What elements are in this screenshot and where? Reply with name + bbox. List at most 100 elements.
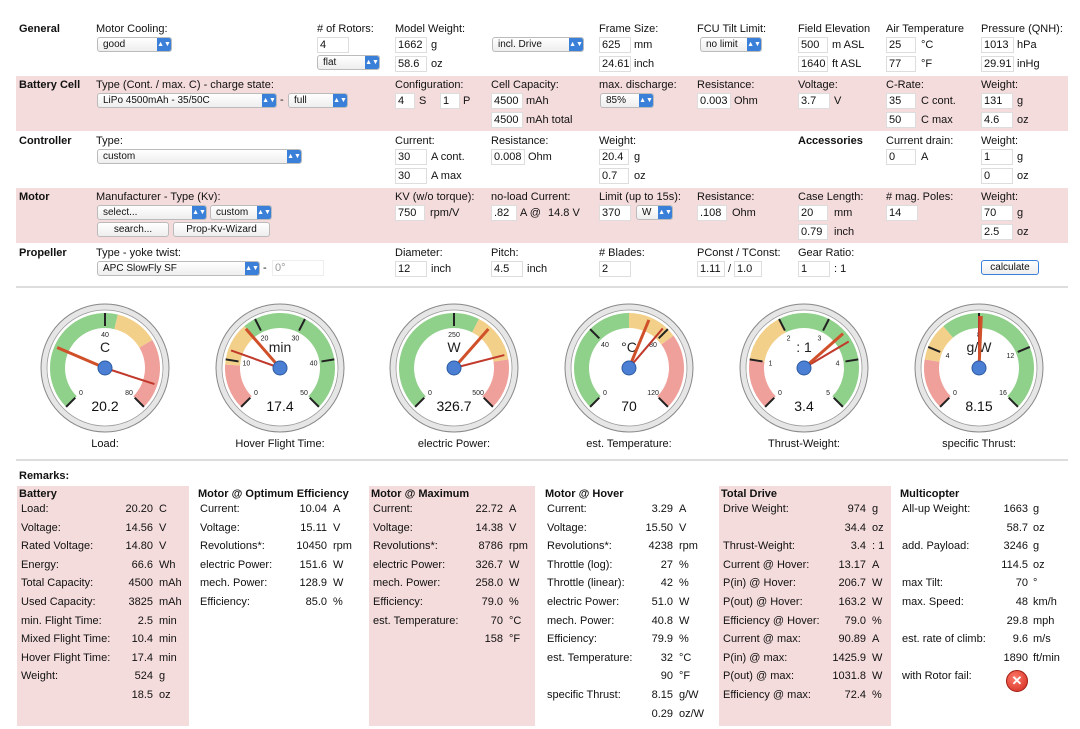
- gauge-tick: [308, 396, 320, 408]
- noload-label: no-load Current:: [491, 191, 571, 203]
- pitch-input[interactable]: 4.5: [491, 261, 523, 277]
- air-c-input[interactable]: 25: [886, 37, 916, 53]
- case-inch-input[interactable]: 0.79: [798, 224, 828, 240]
- battery-weight-g-input[interactable]: 131: [981, 93, 1013, 109]
- gauge-tick: [482, 396, 494, 408]
- rotors-input[interactable]: 4: [317, 37, 349, 53]
- gauge-tick-label: 12: [1007, 353, 1015, 360]
- motor-weight-g-input[interactable]: 70: [981, 205, 1013, 221]
- chevron-down-icon: ▲▼: [747, 38, 761, 51]
- motor-search-button[interactable]: search...: [97, 222, 169, 237]
- controller-i-cont-input[interactable]: 30: [395, 149, 427, 165]
- remark-value: 326.7: [475, 558, 503, 571]
- remark-label: Mixed Flight Time:: [21, 633, 111, 646]
- battery-weight-oz-input[interactable]: 4.6: [981, 112, 1013, 128]
- remark-value: 70: [490, 614, 503, 627]
- unit-s: S: [419, 95, 427, 107]
- remark-label: Current @ Hover:: [723, 558, 810, 571]
- remark-label: Drive Weight:: [723, 503, 789, 515]
- motor-cooling-select[interactable]: good ▲▼: [97, 37, 172, 52]
- remark-value: 3.29: [651, 503, 673, 515]
- elevation-ft-input[interactable]: 1640: [798, 56, 828, 72]
- blades-input[interactable]: 2: [599, 261, 631, 277]
- battery-type-select[interactable]: LiPo 4500mAh - 35/50C ▲▼: [97, 93, 277, 108]
- c-max-input[interactable]: 50: [886, 112, 916, 128]
- motor-weight-oz-input[interactable]: 2.5: [981, 224, 1013, 240]
- remark-unit: A: [509, 503, 517, 515]
- pconst-input[interactable]: 1.11: [697, 261, 725, 277]
- gauge-tick-label: 0: [428, 390, 432, 397]
- charge-state-select[interactable]: full ▲▼: [288, 93, 348, 108]
- cells-p-input[interactable]: 1: [440, 93, 460, 109]
- remarks-column-opt: Motor @ Optimum Efficiency Current: 10.04 A…: [196, 486, 362, 726]
- gear-ratio-input[interactable]: 1: [798, 261, 830, 277]
- weight-mode-select[interactable]: incl. Drive ▲▼: [492, 37, 584, 52]
- remark-label: Revolutions*:: [547, 540, 612, 553]
- motor-resistance-input[interactable]: .108: [697, 205, 727, 221]
- noload-current-input[interactable]: .82: [491, 205, 517, 221]
- accessories-weight-oz-input[interactable]: 0: [981, 168, 1013, 184]
- remarks-column-total: Total Drive Drive Weight: 974 g 34.4 oz Thrust…: [719, 486, 891, 726]
- case-mm-input[interactable]: 20: [798, 205, 828, 221]
- fcu-label: FCU Tilt Limit:: [697, 23, 767, 35]
- remark-label: add. Payload:: [902, 540, 970, 553]
- air-f-input[interactable]: 77: [886, 56, 916, 72]
- frame-mm-input[interactable]: 625: [599, 37, 631, 53]
- battery-resistance-input[interactable]: 0.003: [697, 93, 731, 109]
- motor-type-select[interactable]: custom ▲▼: [210, 205, 272, 220]
- remark-label: Thrust-Weight:: [723, 540, 795, 553]
- pressure-inhg-input[interactable]: 29.91: [981, 56, 1014, 72]
- poles-input[interactable]: 14: [886, 205, 918, 221]
- model-weight-g-input[interactable]: 1662: [395, 37, 427, 53]
- accessories-weight-g-input[interactable]: 1: [981, 149, 1013, 165]
- gauge-tick-label: 40: [601, 342, 609, 349]
- pressure-hpa-input[interactable]: 1013: [981, 37, 1014, 53]
- tconst-input[interactable]: 1.0: [734, 261, 762, 277]
- kv-input[interactable]: 750: [395, 205, 425, 221]
- controller-resistance-input[interactable]: 0.008: [491, 149, 525, 165]
- frame-inch-input[interactable]: 24.61: [599, 56, 631, 72]
- gauge-zone: [749, 318, 786, 362]
- remark-label: All-up Weight:: [902, 503, 971, 515]
- gauge-unit: C: [100, 339, 110, 355]
- c-cont-input[interactable]: 35: [886, 93, 916, 109]
- remark-unit: oz: [872, 521, 884, 534]
- capacity-total: 4500: [491, 112, 523, 128]
- gauge-needle: [452, 328, 490, 369]
- propeller-dash: -: [263, 262, 267, 274]
- propeller-type-select[interactable]: APC SlowFly SF ▲▼: [97, 261, 260, 276]
- fcu-select[interactable]: no limit ▲▼: [700, 37, 762, 52]
- remark-value: 40.8: [651, 614, 673, 627]
- chevron-down-icon: ▲▼: [287, 150, 301, 163]
- limit-unit-select[interactable]: W ▲▼: [636, 205, 673, 220]
- model-weight-oz-input[interactable]: 58.6: [395, 56, 427, 72]
- gauge-tick: [321, 358, 335, 363]
- gauge-tick-label: 80: [125, 390, 133, 397]
- remarks-column-title: Total Drive: [721, 488, 778, 500]
- gauge-tick-label: 80: [649, 342, 657, 349]
- rotor-layout-select[interactable]: flat ▲▼: [317, 55, 380, 70]
- discharge-select[interactable]: 85% ▲▼: [600, 93, 654, 108]
- battery-voltage-input[interactable]: 3.7: [798, 93, 830, 109]
- prop-kv-wizard-button[interactable]: Prop-Kv-Wizard: [173, 222, 270, 237]
- noload-voltage: 14.8 V: [548, 207, 580, 219]
- controller-i-max-input[interactable]: 30: [395, 168, 427, 184]
- diameter-input[interactable]: 12: [395, 261, 427, 277]
- controller-type-select[interactable]: custom ▲▼: [97, 149, 302, 164]
- remark-label: max. Speed:: [902, 596, 964, 608]
- capacity-input[interactable]: 4500: [491, 93, 523, 109]
- current-drain-input[interactable]: 0: [886, 149, 916, 165]
- cells-s-input[interactable]: 4: [395, 93, 415, 109]
- controller-weight-oz-input[interactable]: 0.7: [599, 168, 629, 184]
- yoke-twist-input[interactable]: 0°: [272, 260, 324, 276]
- motor-mfr-select[interactable]: select... ▲▼: [97, 205, 207, 220]
- motor-section-title: Motor: [19, 191, 50, 203]
- battery-resistance-label: Resistance:: [697, 79, 755, 91]
- limit-input[interactable]: 370: [599, 205, 631, 221]
- elevation-m-input[interactable]: 500: [798, 37, 828, 53]
- motor-weight-label: Weight:: [981, 191, 1019, 203]
- controller-weight-g-input[interactable]: 20.4: [599, 149, 629, 165]
- calculate-button[interactable]: calculate: [981, 260, 1039, 275]
- gauge-label: specific Thrust:: [942, 438, 1016, 450]
